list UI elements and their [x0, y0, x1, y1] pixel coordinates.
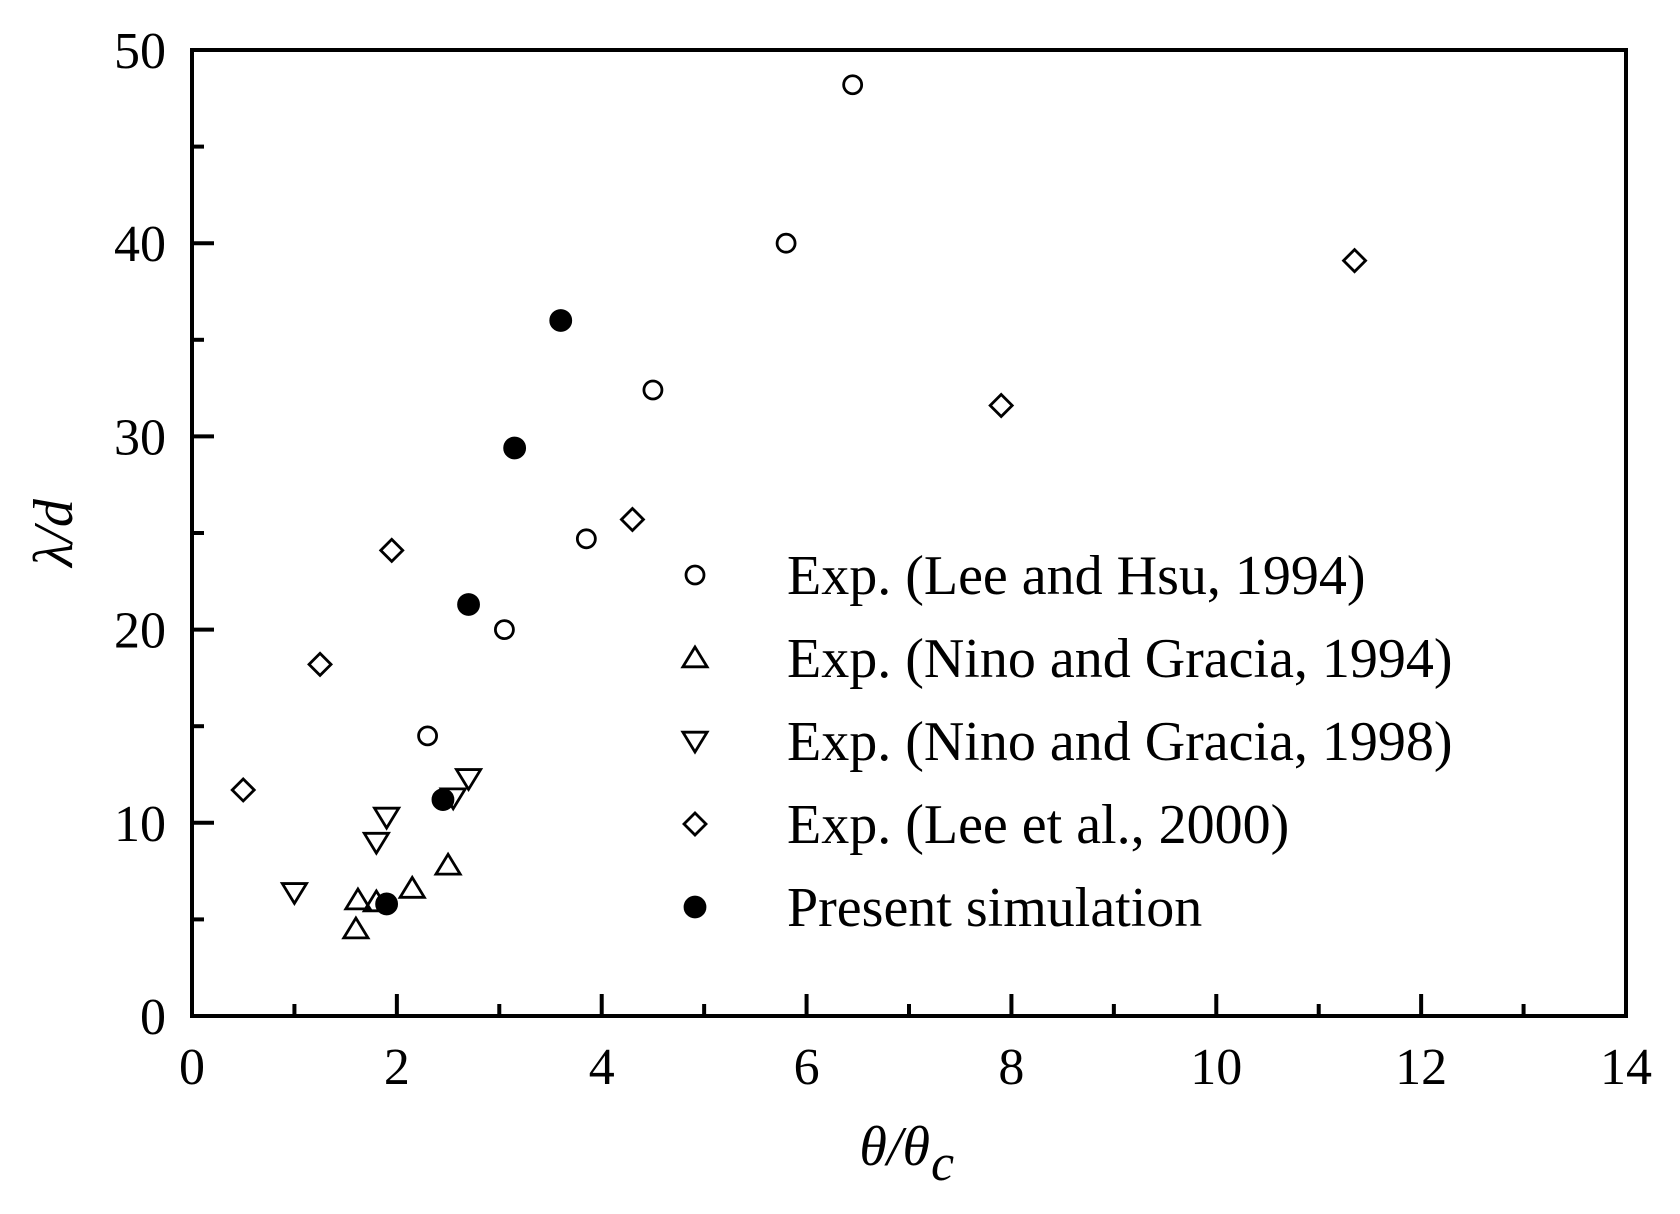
data-point [431, 788, 455, 812]
legend-marker [680, 730, 710, 755]
legend-label: Exp. (Lee et al., 2000) [787, 794, 1289, 856]
x-axis-label-subscript: c [931, 1135, 954, 1192]
data-points [230, 74, 1368, 940]
series-4 [230, 247, 1368, 803]
x-tick-label: 14 [1600, 1039, 1652, 1096]
y-axis-label: λ/d [23, 498, 85, 569]
plot-area-border [190, 48, 1628, 1018]
data-point [775, 232, 797, 254]
data-point [503, 436, 527, 460]
data-point [307, 651, 334, 678]
data-point [397, 874, 427, 899]
data-point [361, 831, 391, 856]
series-3 [279, 768, 484, 907]
data-point [1341, 247, 1368, 274]
data-point [842, 74, 864, 96]
x-tick-label: 12 [1395, 1039, 1447, 1096]
x-axis-label-main: θ/θ [859, 1116, 930, 1178]
data-point [417, 725, 438, 747]
legend-item: Exp. (Lee and Hsu, 1994) [684, 545, 1366, 607]
legend-marker [683, 895, 707, 919]
data-point [343, 886, 373, 911]
legend-label: Exp. (Nino and Gracia, 1994) [787, 628, 1453, 690]
data-point [433, 851, 463, 876]
data-point [457, 593, 480, 616]
legend: Exp. (Lee and Hsu, 1994) Exp. (Nino and G… [680, 545, 1453, 939]
series-5 [375, 309, 573, 916]
x-tick-label: 6 [794, 1039, 820, 1096]
legend-item: Exp. (Lee et al., 2000) [682, 794, 1289, 856]
y-tick-label: 20 [114, 603, 166, 660]
data-point [230, 776, 257, 803]
data-point [453, 768, 484, 793]
y-tick-label: 40 [114, 216, 166, 273]
data-point [378, 537, 405, 564]
data-point [341, 915, 371, 940]
legend-marker [684, 564, 706, 586]
legend-label: Exp. (Nino and Gracia, 1998) [787, 711, 1453, 773]
y-axis-ticks [192, 144, 214, 922]
legend-item: Present simulation [683, 877, 1202, 939]
legend-marker [680, 644, 710, 669]
legend-marker [682, 811, 708, 837]
x-tick-label: 0 [179, 1039, 205, 1096]
legend-label: Exp. (Lee and Hsu, 1994) [787, 545, 1366, 607]
x-tick-label: 10 [1190, 1039, 1242, 1096]
series-2 [341, 851, 463, 940]
legend-item: Exp. (Nino and Gracia, 1998) [680, 711, 1453, 773]
y-tick-label: 30 [114, 409, 166, 466]
x-tick-label: 8 [998, 1039, 1024, 1096]
y-tick-label: 50 [114, 23, 166, 80]
data-point [575, 528, 597, 550]
x-axis-tick-labels: 0 2 4 6 8 10 12 14 [179, 1039, 1652, 1096]
x-axis-ticks [292, 994, 1526, 1016]
x-axis-label: θ/θ [859, 1116, 930, 1178]
data-point [619, 506, 646, 533]
series-1 [417, 74, 864, 747]
data-point [642, 379, 664, 401]
legend-item: Exp. (Nino and Gracia, 1994) [680, 628, 1453, 690]
data-point [375, 892, 399, 916]
data-point [494, 619, 515, 640]
y-axis-tick-labels: 0 10 20 30 40 50 [114, 23, 166, 1046]
x-tick-label: 2 [384, 1039, 410, 1096]
data-point [549, 309, 573, 332]
y-tick-label: 0 [140, 989, 166, 1046]
data-point [372, 806, 402, 831]
data-point [988, 392, 1015, 419]
legend-label: Present simulation [787, 877, 1202, 939]
data-point [279, 882, 310, 907]
y-tick-label: 10 [114, 796, 166, 853]
x-tick-label: 4 [589, 1039, 615, 1096]
plot-frame [190, 48, 1628, 1018]
